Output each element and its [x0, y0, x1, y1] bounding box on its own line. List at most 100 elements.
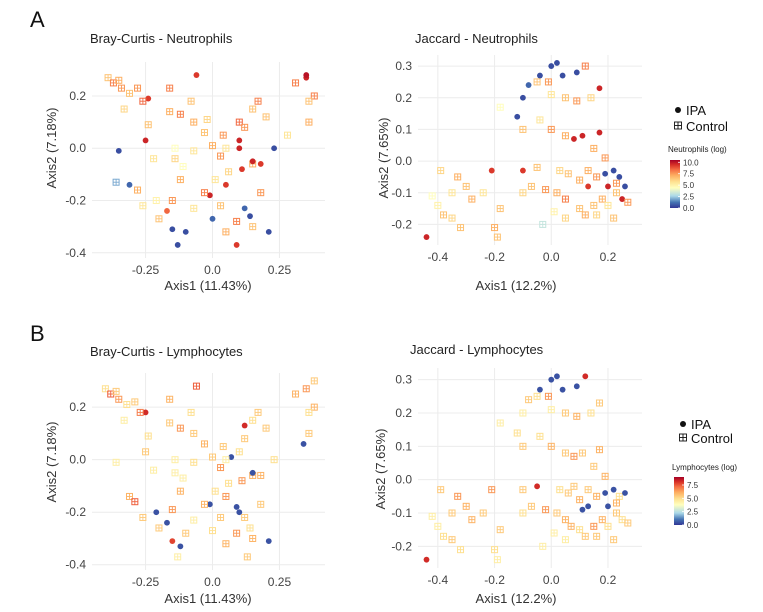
control-point: [581, 532, 589, 540]
control-point: [493, 556, 501, 564]
control-point: [292, 390, 300, 398]
chart-title: Bray-Curtis - Lymphocytes: [90, 344, 243, 359]
control-point: [462, 502, 470, 510]
control-point: [125, 492, 133, 500]
ipa-point: [610, 167, 617, 174]
control-point: [612, 189, 620, 197]
y-tick-label: 0.0: [69, 453, 86, 467]
ipa-point: [554, 373, 560, 380]
control-point: [171, 155, 179, 163]
control-point: [573, 97, 581, 105]
ipa-point: [619, 196, 626, 202]
control-point: [257, 189, 265, 197]
control-point: [302, 385, 310, 393]
control-point: [179, 474, 187, 482]
control-point: [491, 546, 499, 554]
control-point: [553, 509, 561, 517]
ipa-point: [573, 69, 580, 76]
control-point: [136, 408, 144, 416]
y-tick-label: 0.0: [69, 141, 86, 155]
y-tick-label: -0.2: [391, 217, 412, 231]
ipa-point: [559, 72, 566, 79]
control-point: [493, 233, 501, 241]
control-point: [590, 201, 598, 209]
y-tick-label: -0.4: [65, 558, 86, 572]
control-point: [612, 179, 620, 187]
control-point: [139, 513, 147, 521]
chart-title: Bray-Curtis - Neutrophils: [90, 31, 233, 46]
control-point: [584, 167, 592, 175]
control-point: [171, 144, 179, 152]
control-point: [249, 105, 257, 113]
ipa-point: [169, 538, 176, 545]
control-point: [182, 529, 190, 537]
control-point: [601, 154, 609, 162]
control-point: [262, 113, 270, 121]
control-point: [112, 178, 120, 186]
ipa-point: [164, 519, 170, 526]
control-point: [115, 76, 123, 84]
ipa-point: [249, 469, 256, 476]
control-point: [176, 176, 184, 184]
control-point: [187, 408, 195, 416]
control-point: [550, 529, 558, 537]
control-point: [166, 84, 174, 92]
control-point: [513, 429, 521, 437]
ipa-point: [537, 386, 543, 393]
ipa-point: [605, 503, 611, 510]
ipa-point: [520, 94, 526, 101]
control-point: [440, 532, 448, 540]
y-tick-label: 0.3: [395, 373, 412, 387]
ipa-legend-marker: [675, 107, 681, 113]
legend-top: IPA Control: [674, 103, 728, 134]
chart-title: Jaccard - Lymphocytes: [410, 342, 544, 357]
control-point: [448, 189, 456, 197]
ipa-point: [233, 504, 240, 510]
control-point: [604, 201, 612, 209]
ipa-point: [488, 167, 495, 174]
control-point: [104, 74, 112, 82]
ipa-point: [206, 192, 213, 199]
chart-bray-curtis-lymphocytes: Bray-Curtis - Lymphocytes -0.25 0.0 0.25 -0…: [44, 344, 325, 606]
control-point: [190, 458, 198, 466]
control-point: [200, 440, 208, 448]
control-point: [564, 170, 572, 178]
control-point: [166, 395, 174, 403]
control-point: [190, 429, 198, 437]
control-point: [561, 536, 569, 544]
x-tick-label: 0.2: [600, 250, 617, 264]
control-point: [576, 496, 584, 504]
control-point: [168, 197, 176, 205]
colorbar-tick-label: 10.0: [683, 158, 699, 167]
control-point: [576, 176, 584, 184]
x-tick-label: 0.0: [543, 250, 560, 264]
control-point: [190, 204, 198, 212]
control-point: [305, 118, 313, 126]
control-point: [176, 424, 184, 432]
control-point: [190, 147, 198, 155]
control-point: [527, 502, 535, 510]
ipa-point: [182, 228, 189, 235]
control-point: [590, 144, 598, 152]
control-point: [624, 519, 632, 527]
ipa-point: [142, 409, 149, 416]
control-point: [519, 125, 527, 133]
control-point: [222, 144, 230, 152]
ipa-point: [537, 72, 543, 79]
control-point: [190, 118, 198, 126]
control-point: [174, 553, 182, 561]
control-point: [533, 78, 541, 86]
ipa-point: [115, 147, 122, 154]
control-point: [238, 477, 246, 485]
control-point: [117, 84, 125, 92]
control-point: [448, 214, 456, 222]
y-tick-label: -0.2: [65, 505, 86, 519]
control-point: [134, 84, 142, 92]
y-axis-label: Axis2 (7.18%): [44, 108, 59, 189]
control-point: [310, 92, 318, 100]
control-point: [284, 131, 292, 139]
control-point: [112, 458, 120, 466]
control-point: [123, 401, 131, 409]
ipa-point: [206, 501, 213, 508]
control-point: [222, 540, 230, 548]
